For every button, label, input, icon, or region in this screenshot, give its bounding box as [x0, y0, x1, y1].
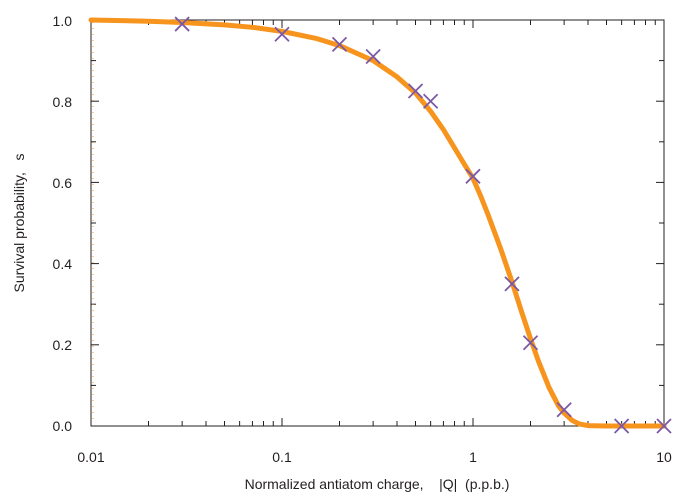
- y-tick-label: 0.6: [53, 175, 73, 191]
- marker-stroke: [656, 418, 672, 434]
- marker-stroke: [174, 16, 190, 32]
- data-point-marker: [522, 335, 539, 351]
- marker-stroke: [613, 418, 630, 434]
- data-point-marker: [504, 276, 520, 292]
- data-point-marker: [465, 168, 481, 184]
- marker-stroke: [274, 26, 290, 42]
- y-axis-title: Survival probability, s: [11, 153, 27, 292]
- data-markers: [174, 16, 672, 434]
- y-tick-label: 0.0: [53, 418, 73, 434]
- data-point-marker: [556, 402, 572, 418]
- data-point-marker: [656, 418, 672, 434]
- marker-stroke: [465, 168, 481, 184]
- data-point-marker: [407, 83, 424, 99]
- x-tick-labels: 0.01 0.1 1 10: [77, 449, 672, 465]
- data-point-marker: [365, 48, 381, 65]
- x-tick-label: 0.01: [77, 449, 104, 465]
- data-point-marker: [331, 36, 348, 52]
- x-axis-title: Normalized antiatom charge, |Q| (p.p.b.): [245, 476, 510, 492]
- data-point-marker: [174, 16, 190, 32]
- marker-stroke: [556, 402, 572, 418]
- plot-frame: [90, 19, 665, 427]
- marker-stroke: [331, 36, 348, 52]
- marker-stroke: [522, 335, 539, 351]
- fit-curve: [88, 17, 667, 429]
- marker-stroke: [504, 276, 520, 292]
- axis-ticks: [90, 19, 664, 427]
- data-point-marker: [274, 26, 290, 42]
- y-tick-label: 0.4: [53, 256, 73, 272]
- y-tick-label: 0.2: [53, 337, 73, 353]
- x-tick-label: 1: [469, 449, 477, 465]
- marker-stroke: [365, 48, 381, 65]
- y-tick-labels: 0.0 0.2 0.4 0.6 0.8 1.0: [53, 13, 73, 434]
- fit-curve-line: [88, 17, 667, 429]
- y-tick-label: 0.8: [53, 94, 73, 110]
- y-tick-label: 1.0: [53, 13, 73, 29]
- x-tick-label: 10: [656, 449, 672, 465]
- data-point-marker: [613, 418, 630, 434]
- data-point-marker: [422, 93, 439, 109]
- marker-stroke: [407, 83, 424, 99]
- marker-stroke: [422, 93, 439, 109]
- x-tick-label: 0.1: [272, 449, 292, 465]
